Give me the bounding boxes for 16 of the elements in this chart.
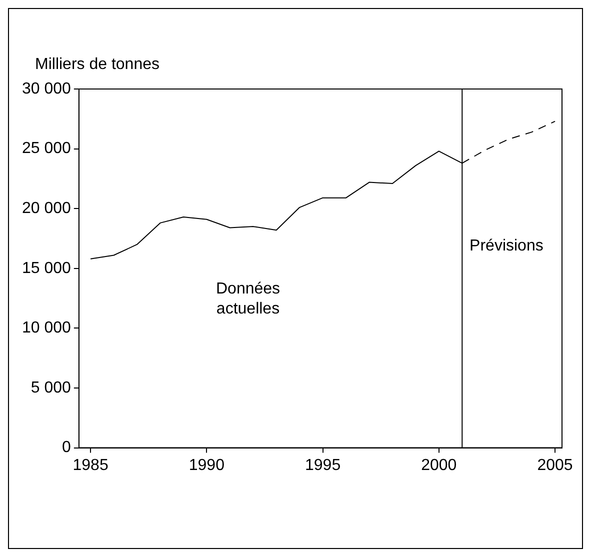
y-tick-label: 15 000	[22, 260, 72, 277]
x-tick-label: 1995	[304, 456, 341, 474]
figure-frame: 1985 1990 1995 2000 2005 0 5 000 10 000 15 000 20 000 25 000 30 000 Milliers de tonnes Données actuelles Prévisions	[8, 8, 583, 549]
y-axis-title: Milliers de tonnes	[35, 56, 160, 73]
x-tick-label: 1990	[188, 456, 225, 474]
y-tick-label: 5 000	[30, 379, 72, 396]
annotation: Données actuelles	[216, 280, 280, 318]
y-tick-label: 25 000	[22, 140, 72, 158]
x-tick-label: 1985	[72, 456, 108, 474]
y-tick-label: 20 000	[22, 200, 72, 218]
x-tick-label: 2005	[537, 456, 573, 474]
x-tick-label: 2000	[421, 456, 457, 474]
y-tick-label: 30 000	[22, 80, 72, 98]
y-tick-label: 10 000	[22, 320, 72, 337]
annotation: Prévisions	[470, 237, 544, 254]
y-tick-label: 0	[62, 439, 72, 456]
